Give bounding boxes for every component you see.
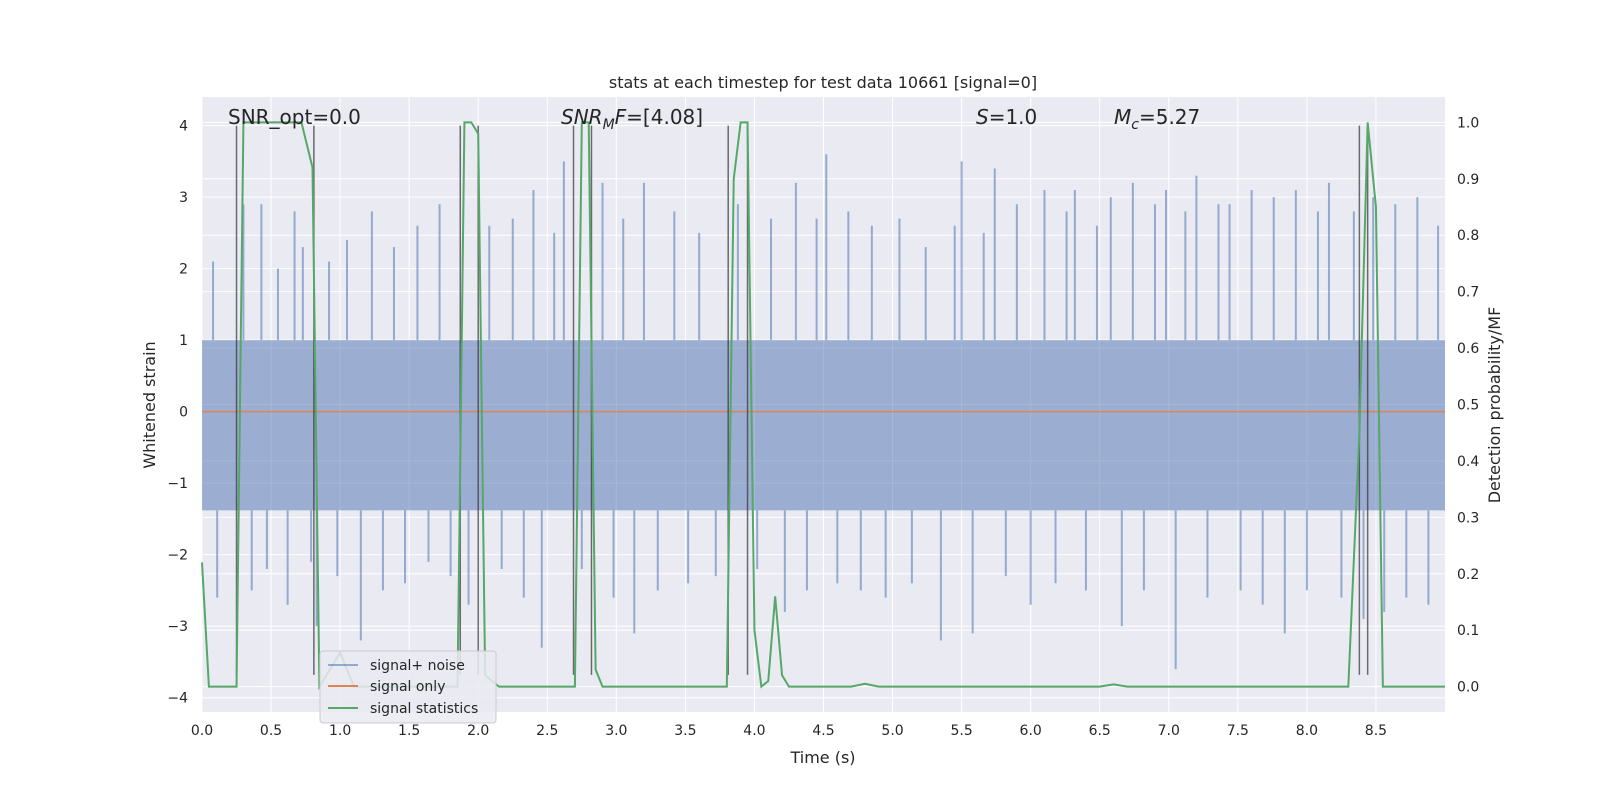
y-right-tick-label: 0.1: [1457, 623, 1479, 639]
legend-box: [319, 650, 497, 724]
x-tick-label: 3.0: [605, 723, 627, 739]
y-left-tick-label: 4: [179, 119, 188, 135]
x-axis-ticks: 0.0 0.5 1.0 1.5 2.0 2.5 3.0 3.5 4.0 4.5 5.0 5.5 6.0 6…: [191, 723, 1387, 739]
y-right-tick-label: 0.6: [1457, 341, 1479, 357]
y-right-tick-label: 0.5: [1457, 398, 1479, 414]
y-left-tick-label: 1: [179, 333, 188, 349]
y-right-tick-label: 0.2: [1457, 567, 1479, 583]
y-right-axis-ticks: 0.0 0.1 0.2 0.3 0.4 0.5 0.6 0.7 0.8 0.9 1.0: [1457, 115, 1479, 695]
legend-label-signal-only: signal only: [370, 679, 445, 695]
x-tick-label: 8.5: [1365, 723, 1387, 739]
x-tick-label: 8.0: [1296, 723, 1318, 739]
y-left-tick-label: −1: [167, 476, 188, 492]
x-tick-label: 7.5: [1227, 723, 1249, 739]
y-left-axis-ticks: −4 −3 −2 −1 0 1 2 3 4: [167, 119, 188, 707]
chart-title: stats at each timestep for test data 106…: [609, 73, 1037, 92]
x-tick-label: 0.0: [191, 723, 213, 739]
y-right-tick-label: 0.7: [1457, 285, 1479, 301]
y-axis-label-right: Detection probability/MF: [1485, 307, 1504, 504]
signal-statistics-line: [201, 121, 1445, 691]
x-tick-label: 1.0: [329, 723, 351, 739]
vertical-markers: [235, 125, 1369, 675]
y-left-tick-label: −3: [167, 619, 188, 635]
x-tick-label: 0.5: [260, 723, 282, 739]
x-tick-label: 6.0: [1020, 723, 1042, 739]
x-tick-label: 1.5: [398, 723, 420, 739]
annotation-mc: Mc=5.27: [1114, 105, 1200, 133]
noise-series: [202, 154, 1445, 670]
y-right-tick-label: 0.4: [1457, 454, 1479, 470]
y-right-tick-label: 1.0: [1457, 115, 1479, 131]
x-axis-label: Time (s): [789, 748, 855, 767]
x-tick-label: 4.5: [812, 723, 834, 739]
y-right-tick-label: 0.3: [1457, 510, 1479, 526]
x-tick-label: 6.5: [1089, 723, 1111, 739]
y-right-tick-label: 0.8: [1457, 228, 1479, 244]
x-tick-label: 7.0: [1158, 723, 1180, 739]
legend: signal+ noise signal only signal statist…: [319, 650, 497, 724]
x-tick-label: 5.5: [950, 723, 972, 739]
y-axis-label-left: Whitened strain: [140, 341, 159, 468]
noise-band: [202, 340, 1445, 511]
annotations: SNR_opt=0.0 SNRMF=[4.08] S=1.0 Mc=5.27: [228, 105, 1200, 133]
x-tick-label: 2.0: [467, 723, 489, 739]
legend-label-signal-statistics: signal statistics: [370, 701, 478, 717]
y-left-tick-label: −4: [167, 691, 188, 707]
legend-label-signal-noise: signal+ noise: [370, 658, 465, 674]
y-right-tick-label: 0.0: [1457, 680, 1479, 696]
y-left-tick-label: 0: [179, 405, 188, 421]
annotation-snr-opt: SNR_opt=0.0: [228, 105, 361, 129]
x-tick-label: 2.5: [536, 723, 558, 739]
x-tick-label: 4.0: [743, 723, 765, 739]
y-left-tick-label: 2: [179, 262, 188, 278]
y-left-tick-label: −2: [167, 548, 188, 564]
annotation-snr-mf: SNRMF=[4.08]: [561, 105, 703, 133]
signal-statistics-series: [201, 121, 1445, 691]
x-tick-label: 5.0: [881, 723, 903, 739]
y-right-tick-label: 0.9: [1457, 172, 1479, 188]
annotation-s: S=1.0: [976, 105, 1037, 129]
x-tick-label: 3.5: [674, 723, 696, 739]
y-left-tick-label: 3: [179, 190, 188, 206]
